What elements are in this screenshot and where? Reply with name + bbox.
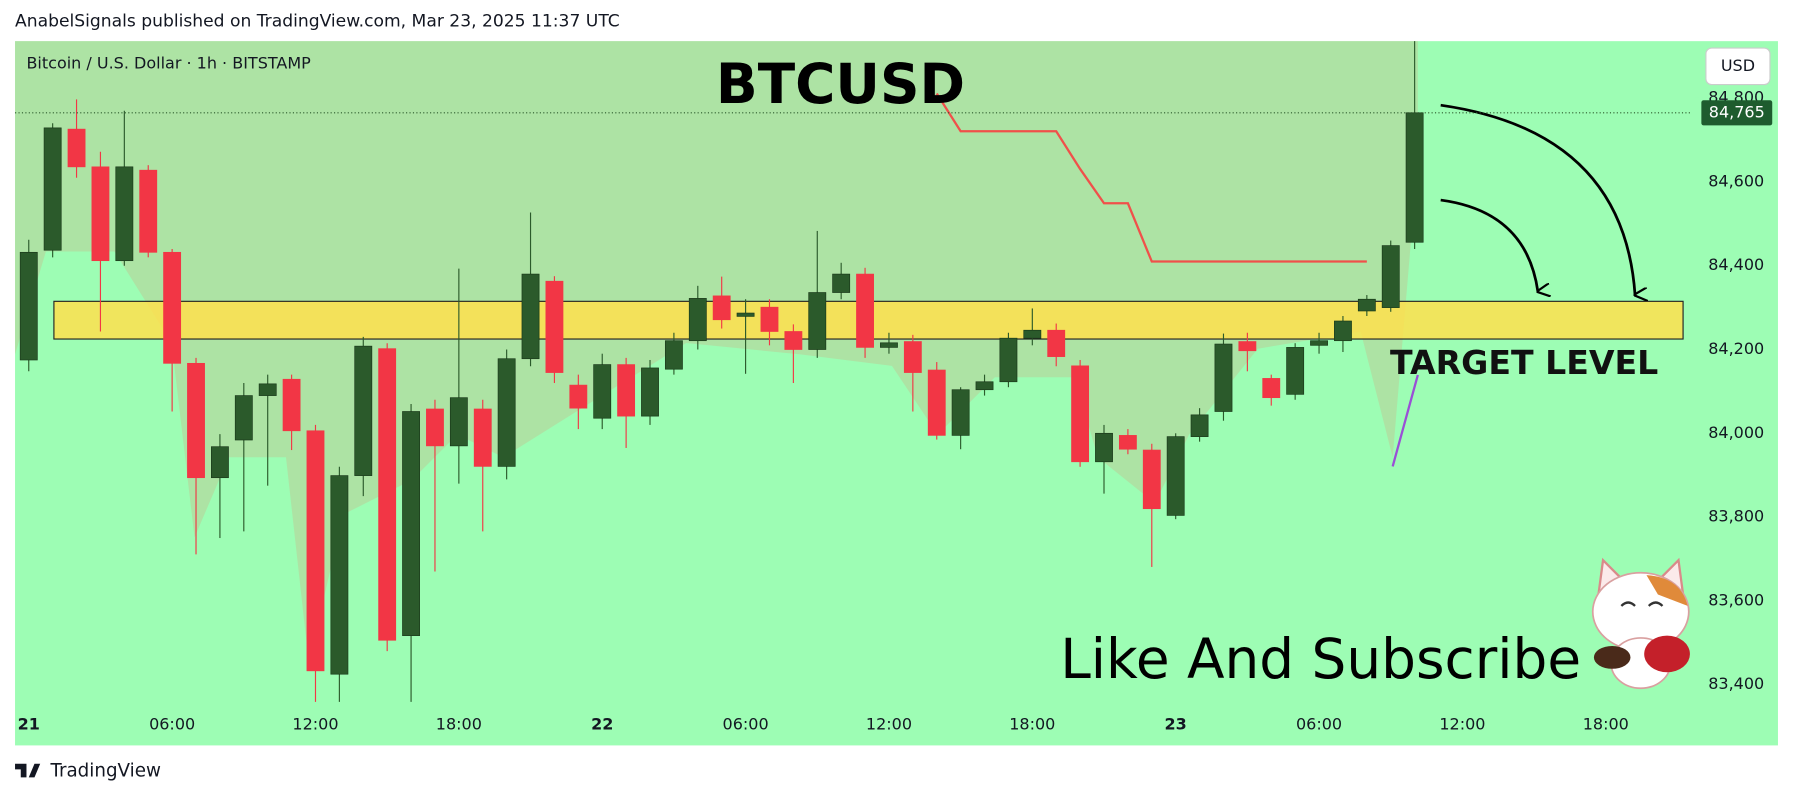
candle-body xyxy=(569,384,588,409)
y-tick-label: 84,200 xyxy=(1708,339,1764,358)
candle-body xyxy=(784,331,803,350)
candle-body xyxy=(951,389,970,436)
candle-body xyxy=(1405,112,1424,243)
candle-body xyxy=(617,364,636,417)
brand-logo xyxy=(15,763,41,778)
candle-body xyxy=(43,127,62,251)
mascot xyxy=(1591,557,1690,690)
candle-body xyxy=(187,362,205,479)
candle-body xyxy=(808,292,827,350)
candle-body xyxy=(927,369,946,436)
candle-body xyxy=(1238,341,1257,352)
y-tick-label: 84,600 xyxy=(1708,171,1764,190)
candle-body xyxy=(67,128,86,168)
candle-body xyxy=(545,280,564,373)
y-tick-label: 83,800 xyxy=(1708,507,1764,526)
candle-body xyxy=(736,312,755,317)
last-price-box xyxy=(1701,100,1773,126)
arrow xyxy=(1440,103,1635,295)
candle-body xyxy=(521,273,540,360)
candle-body xyxy=(856,273,874,348)
candle-body xyxy=(1310,340,1328,346)
x-tick-label: 12:00 xyxy=(292,714,338,733)
candle-body xyxy=(306,430,325,672)
x-tick-label: 12:00 xyxy=(866,714,912,733)
candle-body xyxy=(975,381,994,391)
candle-body xyxy=(497,358,516,467)
currency-label: USD xyxy=(1721,56,1755,75)
candle-body xyxy=(1214,343,1233,412)
candle-body xyxy=(1381,245,1400,308)
currency-button[interactable] xyxy=(1705,47,1771,86)
candle-body xyxy=(1071,365,1090,463)
y-tick-label: 84,400 xyxy=(1708,255,1764,274)
candle-body xyxy=(426,408,444,447)
candle-body xyxy=(1166,436,1185,516)
candle-body xyxy=(473,408,492,467)
x-tick-label: 23 xyxy=(1165,714,1187,733)
target-label: TARGET LEVEL xyxy=(1390,343,1658,382)
y-tick-label: 83,400 xyxy=(1708,674,1764,693)
x-tick-label: 18:00 xyxy=(1583,714,1629,733)
last-price-label: 84,765 xyxy=(1709,102,1765,121)
candle-body xyxy=(1118,435,1137,450)
x-tick-label: 18:00 xyxy=(436,714,482,733)
x-tick-label: 18:00 xyxy=(1009,714,1055,733)
trend-line xyxy=(1391,374,1419,467)
symbol-info: Bitcoin / U.S. Dollar · 1h · BITSTAMP xyxy=(26,54,311,73)
x-tick-label: 22 xyxy=(591,714,613,733)
candle-body xyxy=(664,340,683,370)
candle-body xyxy=(1190,414,1209,437)
candle-body xyxy=(760,306,779,332)
candle-body xyxy=(712,295,731,321)
candle-body xyxy=(593,364,612,419)
candle-body xyxy=(378,348,397,641)
candle-body xyxy=(1262,378,1281,399)
candle-body xyxy=(688,298,707,342)
shaded-area xyxy=(15,41,1418,664)
candle-body xyxy=(1334,320,1352,342)
publisher: AnabelSignals published on TradingView.c… xyxy=(15,12,620,32)
x-tick-label: 06:00 xyxy=(149,714,195,733)
stop-line xyxy=(935,92,1367,263)
candle-body xyxy=(1357,298,1376,312)
candle-body xyxy=(832,273,851,293)
x-tick-label: 06:00 xyxy=(723,714,769,733)
candle-body xyxy=(1023,329,1042,339)
brand-name: TradingView xyxy=(49,761,161,782)
candle-body xyxy=(139,169,158,253)
x-tick-label: 21 xyxy=(18,714,40,733)
candle-body xyxy=(258,383,277,396)
y-tick-label: 84,000 xyxy=(1708,423,1764,442)
chart-title: BTCUSD xyxy=(716,52,965,116)
candle-body xyxy=(880,342,898,348)
candle-body xyxy=(210,446,229,479)
candle-body xyxy=(91,166,110,262)
arrow xyxy=(1440,198,1538,291)
x-tick-label: 12:00 xyxy=(1439,714,1485,733)
candle-body xyxy=(282,378,301,432)
candle-body xyxy=(449,397,468,447)
candle-body xyxy=(999,337,1018,383)
candle-body xyxy=(1095,432,1113,463)
candle-body xyxy=(903,341,922,373)
candle-body xyxy=(1142,449,1161,510)
x-tick-label: 06:00 xyxy=(1296,714,1342,733)
candle-body xyxy=(1047,329,1066,357)
candle-body xyxy=(641,367,659,417)
candle-body xyxy=(234,395,253,441)
candle-body xyxy=(354,345,373,476)
candle-body xyxy=(330,475,349,675)
candle-body xyxy=(1286,347,1305,395)
candle-body xyxy=(19,251,38,361)
candle-body xyxy=(402,411,420,636)
y-tick-label: 83,600 xyxy=(1708,590,1764,609)
candle-body xyxy=(163,251,182,364)
candle-body xyxy=(115,166,134,262)
cta-text: Like And Subscribe xyxy=(1060,627,1581,691)
